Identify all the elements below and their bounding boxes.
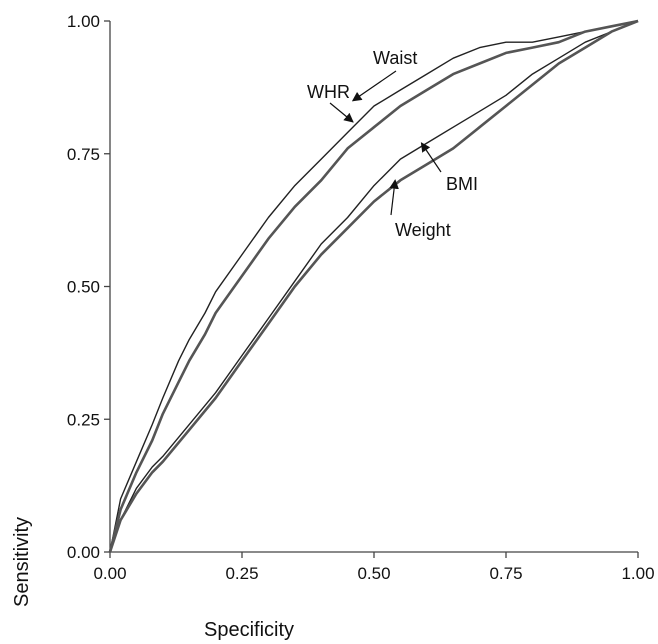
- ticks: 0.00 0.25 0.50 0.75 1.00 0.00 0.25 0.50 0.75 1.00: [67, 12, 655, 583]
- y-tick-label: 1.00: [67, 12, 100, 31]
- y-tick-label: 0.25: [67, 410, 100, 429]
- y-axis-title: Sensitivity: [11, 517, 33, 607]
- annotation-waist: Waist: [373, 48, 417, 68]
- annotation-weight: Weight: [395, 220, 451, 240]
- series-line-waist: [108, 19, 639, 553]
- annotation-arrow-whr: [329, 102, 354, 123]
- x-tick-label: 0.50: [357, 564, 390, 583]
- y-tick-label: 0.00: [67, 543, 100, 562]
- x-tick-label: 1.00: [621, 564, 654, 583]
- x-axis-title: Specificity: [204, 619, 294, 641]
- series-line-weight: [108, 19, 639, 553]
- x-tick-label: 0.25: [225, 564, 258, 583]
- series-line-bmi: [109, 20, 639, 553]
- annotation-whr: WHR: [307, 82, 350, 102]
- annotation-bmi: BMI: [446, 174, 478, 194]
- x-tick-label: 0.75: [489, 564, 522, 583]
- series-line-whr: [109, 20, 639, 553]
- annotations: WHR Waist BMI Weight: [307, 48, 478, 240]
- annotation-arrow-bmi: [420, 142, 442, 173]
- series-layer: [108, 19, 639, 553]
- y-tick-label: 0.75: [67, 145, 100, 164]
- y-tick-label: 0.50: [67, 278, 100, 297]
- annotation-arrow-weight: [389, 179, 399, 216]
- x-tick-label: 0.00: [93, 564, 126, 583]
- annotation-arrow-waist: [351, 70, 397, 102]
- axes: [109, 21, 638, 553]
